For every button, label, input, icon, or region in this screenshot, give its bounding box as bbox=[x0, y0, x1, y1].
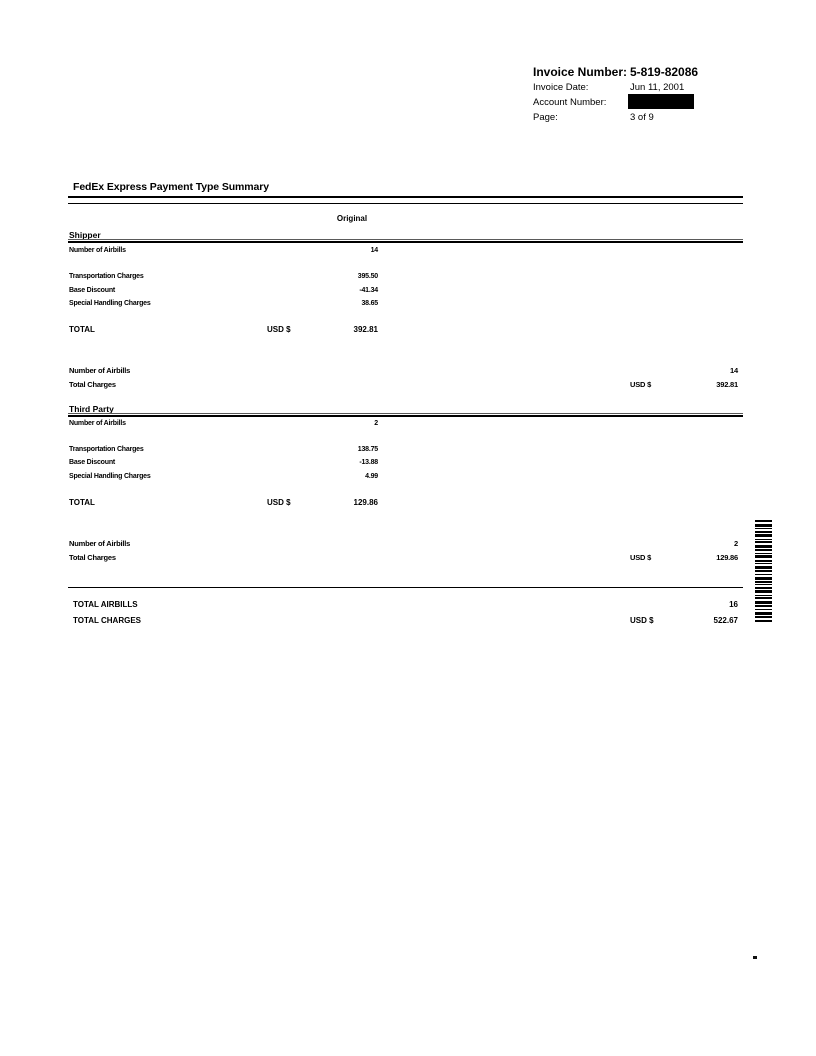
grand-charges-currency: USD $ bbox=[630, 616, 654, 625]
charge-row-value: -13.88 bbox=[359, 459, 378, 466]
grand-charges-value: 522.67 bbox=[713, 616, 738, 625]
vertical-barcode bbox=[755, 520, 772, 623]
summary-charges-label: Total Charges bbox=[69, 380, 116, 389]
section-header-third-party: Third Party bbox=[69, 404, 114, 414]
summary-charges-value: 129.86 bbox=[716, 553, 738, 562]
page-row: Page: 3 of 9 bbox=[533, 112, 654, 123]
invoice-header: Invoice Number: 5-819-82086 bbox=[533, 65, 698, 79]
total-currency: USD $ bbox=[267, 325, 291, 334]
charge-row-value: 395.50 bbox=[357, 273, 378, 280]
charge-row-label: Base Discount bbox=[69, 459, 116, 466]
charge-row-label: Transportation Charges bbox=[69, 446, 144, 453]
account-number-label: Account Number: bbox=[533, 97, 607, 108]
account-number-redacted bbox=[628, 94, 694, 109]
summary-currency: USD $ bbox=[630, 380, 652, 389]
page-mark bbox=[753, 956, 757, 959]
page-title: FedEx Express Payment Type Summary bbox=[73, 181, 269, 193]
airbills-value: 14 bbox=[370, 247, 379, 254]
grand-airbills-value: 16 bbox=[729, 600, 738, 609]
summary-charges-value: 392.81 bbox=[716, 380, 738, 389]
total-value: 392.81 bbox=[353, 325, 378, 334]
shipper-rule-thick bbox=[68, 241, 743, 243]
invoice-date-label: Invoice Date: bbox=[533, 82, 589, 93]
charge-row-label: Special Handling Charges bbox=[69, 473, 151, 480]
summary-airbills-label: Number of Airbills bbox=[69, 366, 131, 375]
grand-airbills-label: TOTAL AIRBILLS bbox=[73, 600, 138, 609]
total-value: 129.86 bbox=[353, 498, 378, 507]
charge-row-label: Base Discount bbox=[69, 287, 116, 294]
invoice-number-value: 5-819-82086 bbox=[630, 65, 699, 79]
total-label: TOTAL bbox=[69, 498, 95, 507]
invoice-date-row: Invoice Date: Jun 11, 2001 bbox=[533, 82, 684, 93]
title-rule-thick bbox=[68, 196, 743, 198]
total-label: TOTAL bbox=[69, 325, 95, 334]
grand-total-separator bbox=[68, 587, 743, 588]
invoice-date-value: Jun 11, 2001 bbox=[630, 82, 685, 93]
airbills-label: Number of Airbills bbox=[69, 247, 126, 254]
total-currency: USD $ bbox=[267, 498, 291, 507]
account-number-row: Account Number: bbox=[533, 97, 606, 108]
title-rule-thin bbox=[68, 203, 743, 204]
airbills-value: 2 bbox=[374, 420, 378, 427]
section-header-shipper: Shipper bbox=[69, 230, 101, 240]
charge-row-value: -41.34 bbox=[359, 287, 378, 294]
page-value: 3 of 9 bbox=[630, 112, 654, 123]
grand-charges-label: TOTAL CHARGES bbox=[73, 616, 142, 625]
charge-row-value: 138.75 bbox=[357, 446, 378, 453]
third-party-rule-thick bbox=[68, 415, 743, 417]
summary-airbills-value: 14 bbox=[730, 366, 738, 375]
invoice-number-label: Invoice Number: bbox=[533, 65, 628, 79]
airbills-label: Number of Airbills bbox=[69, 420, 126, 427]
page-label: Page: bbox=[533, 112, 558, 123]
charge-row-label: Special Handling Charges bbox=[69, 300, 151, 307]
third-party-rule-thin bbox=[68, 413, 743, 414]
summary-currency: USD $ bbox=[630, 553, 652, 562]
charge-row-value: 38.65 bbox=[361, 300, 378, 307]
charge-row-label: Transportation Charges bbox=[69, 273, 144, 280]
shipper-rule-thin bbox=[68, 239, 743, 240]
summary-charges-label: Total Charges bbox=[69, 553, 116, 562]
charge-row-value: 4.99 bbox=[365, 473, 378, 480]
summary-airbills-label: Number of Airbills bbox=[69, 539, 131, 548]
summary-airbills-value: 2 bbox=[734, 539, 738, 548]
column-header-original: Original bbox=[336, 214, 368, 223]
